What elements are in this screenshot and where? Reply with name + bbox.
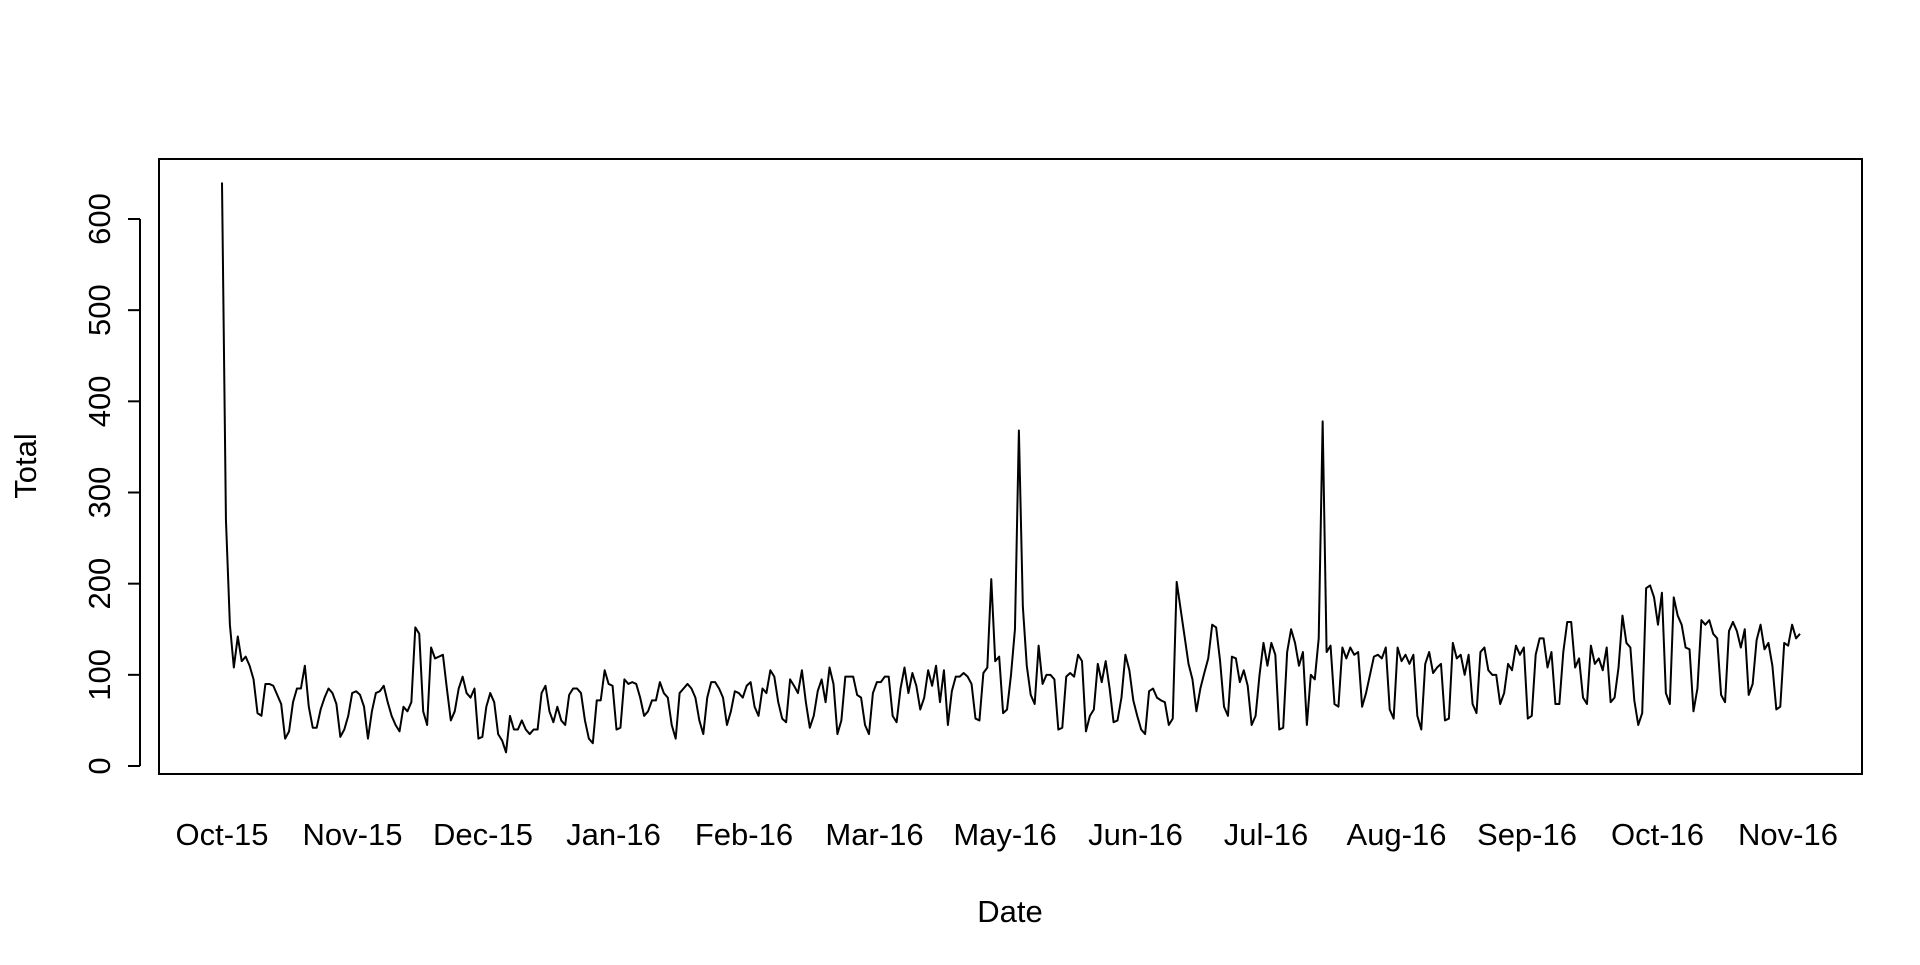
- y-tick-label: 300: [82, 467, 117, 519]
- x-tick-label: Nov-15: [303, 817, 403, 852]
- x-tick-label: May-16: [953, 817, 1056, 852]
- y-axis-title: Total: [8, 433, 43, 498]
- x-tick-label: Jan-16: [566, 817, 661, 852]
- x-tick-label: Mar-16: [825, 817, 923, 852]
- x-tick-label: Jul-16: [1224, 817, 1308, 852]
- y-tick-label: 600: [82, 193, 117, 245]
- x-axis: Oct-15 Nov-15 Dec-15 Jan-16 Feb-16 Mar-16 May-…: [175, 817, 1837, 852]
- x-axis-title: Date: [977, 894, 1042, 929]
- x-tick-label: Sep-16: [1477, 817, 1577, 852]
- x-tick-label: Jun-16: [1088, 817, 1183, 852]
- y-axis: 0 100 200 300 400 500 600: [82, 193, 141, 775]
- x-tick-label: Feb-16: [695, 817, 793, 852]
- y-tick-label: 0: [82, 757, 117, 774]
- series-line-total: [221, 182, 1801, 754]
- x-tick-label: Nov-16: [1738, 817, 1838, 852]
- x-tick-label: Aug-16: [1347, 817, 1447, 852]
- y-tick-label: 400: [82, 375, 117, 427]
- x-tick-label: Dec-15: [433, 817, 533, 852]
- y-tick-label: 200: [82, 558, 117, 610]
- plot-frame: [158, 158, 1863, 775]
- x-tick-label: Oct-15: [175, 817, 268, 852]
- y-tick-label: 500: [82, 284, 117, 336]
- y-tick-label: 100: [82, 649, 117, 701]
- x-tick-label: Oct-16: [1611, 817, 1704, 852]
